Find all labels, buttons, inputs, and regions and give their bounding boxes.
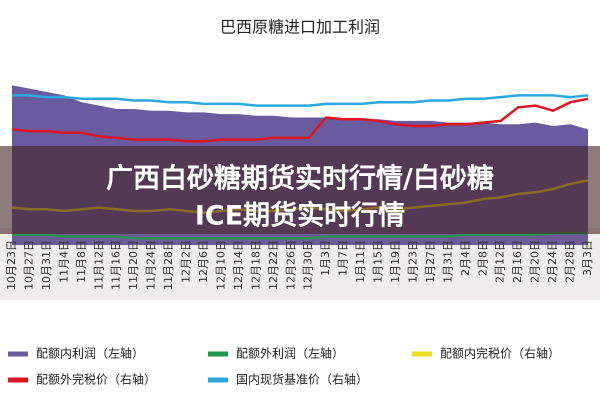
x-tick-label: 12月22日	[267, 240, 280, 290]
chart-title: 巴西原糖进口加工利润	[220, 18, 380, 37]
x-tick-label: 2月4日	[459, 240, 472, 276]
legend-label: 配额内完税价（右轴）	[440, 346, 560, 361]
x-tick-label: 12月6日	[197, 240, 210, 283]
x-tick-label: 12月10日	[214, 240, 227, 290]
x-tick-label: 12月2日	[180, 240, 193, 283]
x-tick-label: 2月24日	[546, 240, 559, 283]
x-tick-label: 12月14日	[232, 240, 245, 290]
x-tick-label: 1月31日	[441, 240, 454, 283]
x-tick-label: 11月24日	[145, 240, 158, 290]
banner-line: ICE期货实时行情	[195, 200, 405, 232]
line	[11, 97, 589, 143]
x-tick-label: 1月19日	[389, 240, 402, 283]
legend-label: 配额内利润（左轴）	[36, 346, 144, 361]
x-tick-label: 2月20日	[529, 240, 542, 283]
legend-label: 国内现货基准价（右轴）	[236, 372, 368, 387]
x-tick-label: 11月8日	[75, 240, 88, 283]
x-tick-label: 12月26日	[284, 240, 297, 290]
x-tick-label: 10月31日	[40, 240, 53, 290]
banner-band	[0, 146, 600, 234]
x-tick-label: 1月7日	[337, 240, 350, 276]
x-tick-label: 11月12日	[92, 240, 105, 290]
x-tick-label: 3月3日	[581, 240, 594, 276]
banner-line: 广西白砂糖期货实时行情/白砂糖	[106, 163, 494, 195]
x-tick-label: 2月16日	[511, 240, 524, 283]
x-tick-label: 10月23日	[5, 240, 18, 290]
legend-label: 配额外完税价（右轴）	[36, 372, 156, 387]
x-tick-label: 1月3日	[319, 240, 332, 276]
x-tick-label: 2月8日	[476, 240, 489, 276]
x-tick-label: 1月23日	[406, 240, 419, 283]
x-tick-label: 11月4日	[57, 240, 70, 283]
x-tick-label: 2月12日	[494, 240, 507, 283]
x-tick-label: 11月20日	[127, 240, 140, 290]
legend: 配额内利润（左轴） 配额外利润（左轴） 配额内完税价（右轴） 配额外完税价（右轴） 国内…	[8, 346, 560, 387]
label-shade	[0, 228, 600, 300]
line	[12, 231, 588, 240]
x-tick-label: 1月11日	[354, 240, 367, 283]
x-tick-label: 12月30日	[302, 240, 315, 290]
legend-label: 配额外利润（左轴）	[236, 346, 344, 361]
x-axis: 10月23日 10月27日 10月31日 11月4日 11月8日 11月12日 11月16日…	[5, 240, 594, 290]
x-tick-label: 2月28日	[564, 240, 577, 283]
x-tick-label: 11月28日	[162, 240, 175, 290]
x-tick-label: 12月18日	[249, 240, 262, 290]
x-tick-label: 1月27日	[424, 240, 437, 283]
x-tick-label: 10月27日	[22, 240, 35, 290]
x-tick-label: 11月16日	[110, 240, 123, 290]
x-tick-label: 1月15日	[372, 240, 385, 283]
line	[12, 94, 589, 107]
